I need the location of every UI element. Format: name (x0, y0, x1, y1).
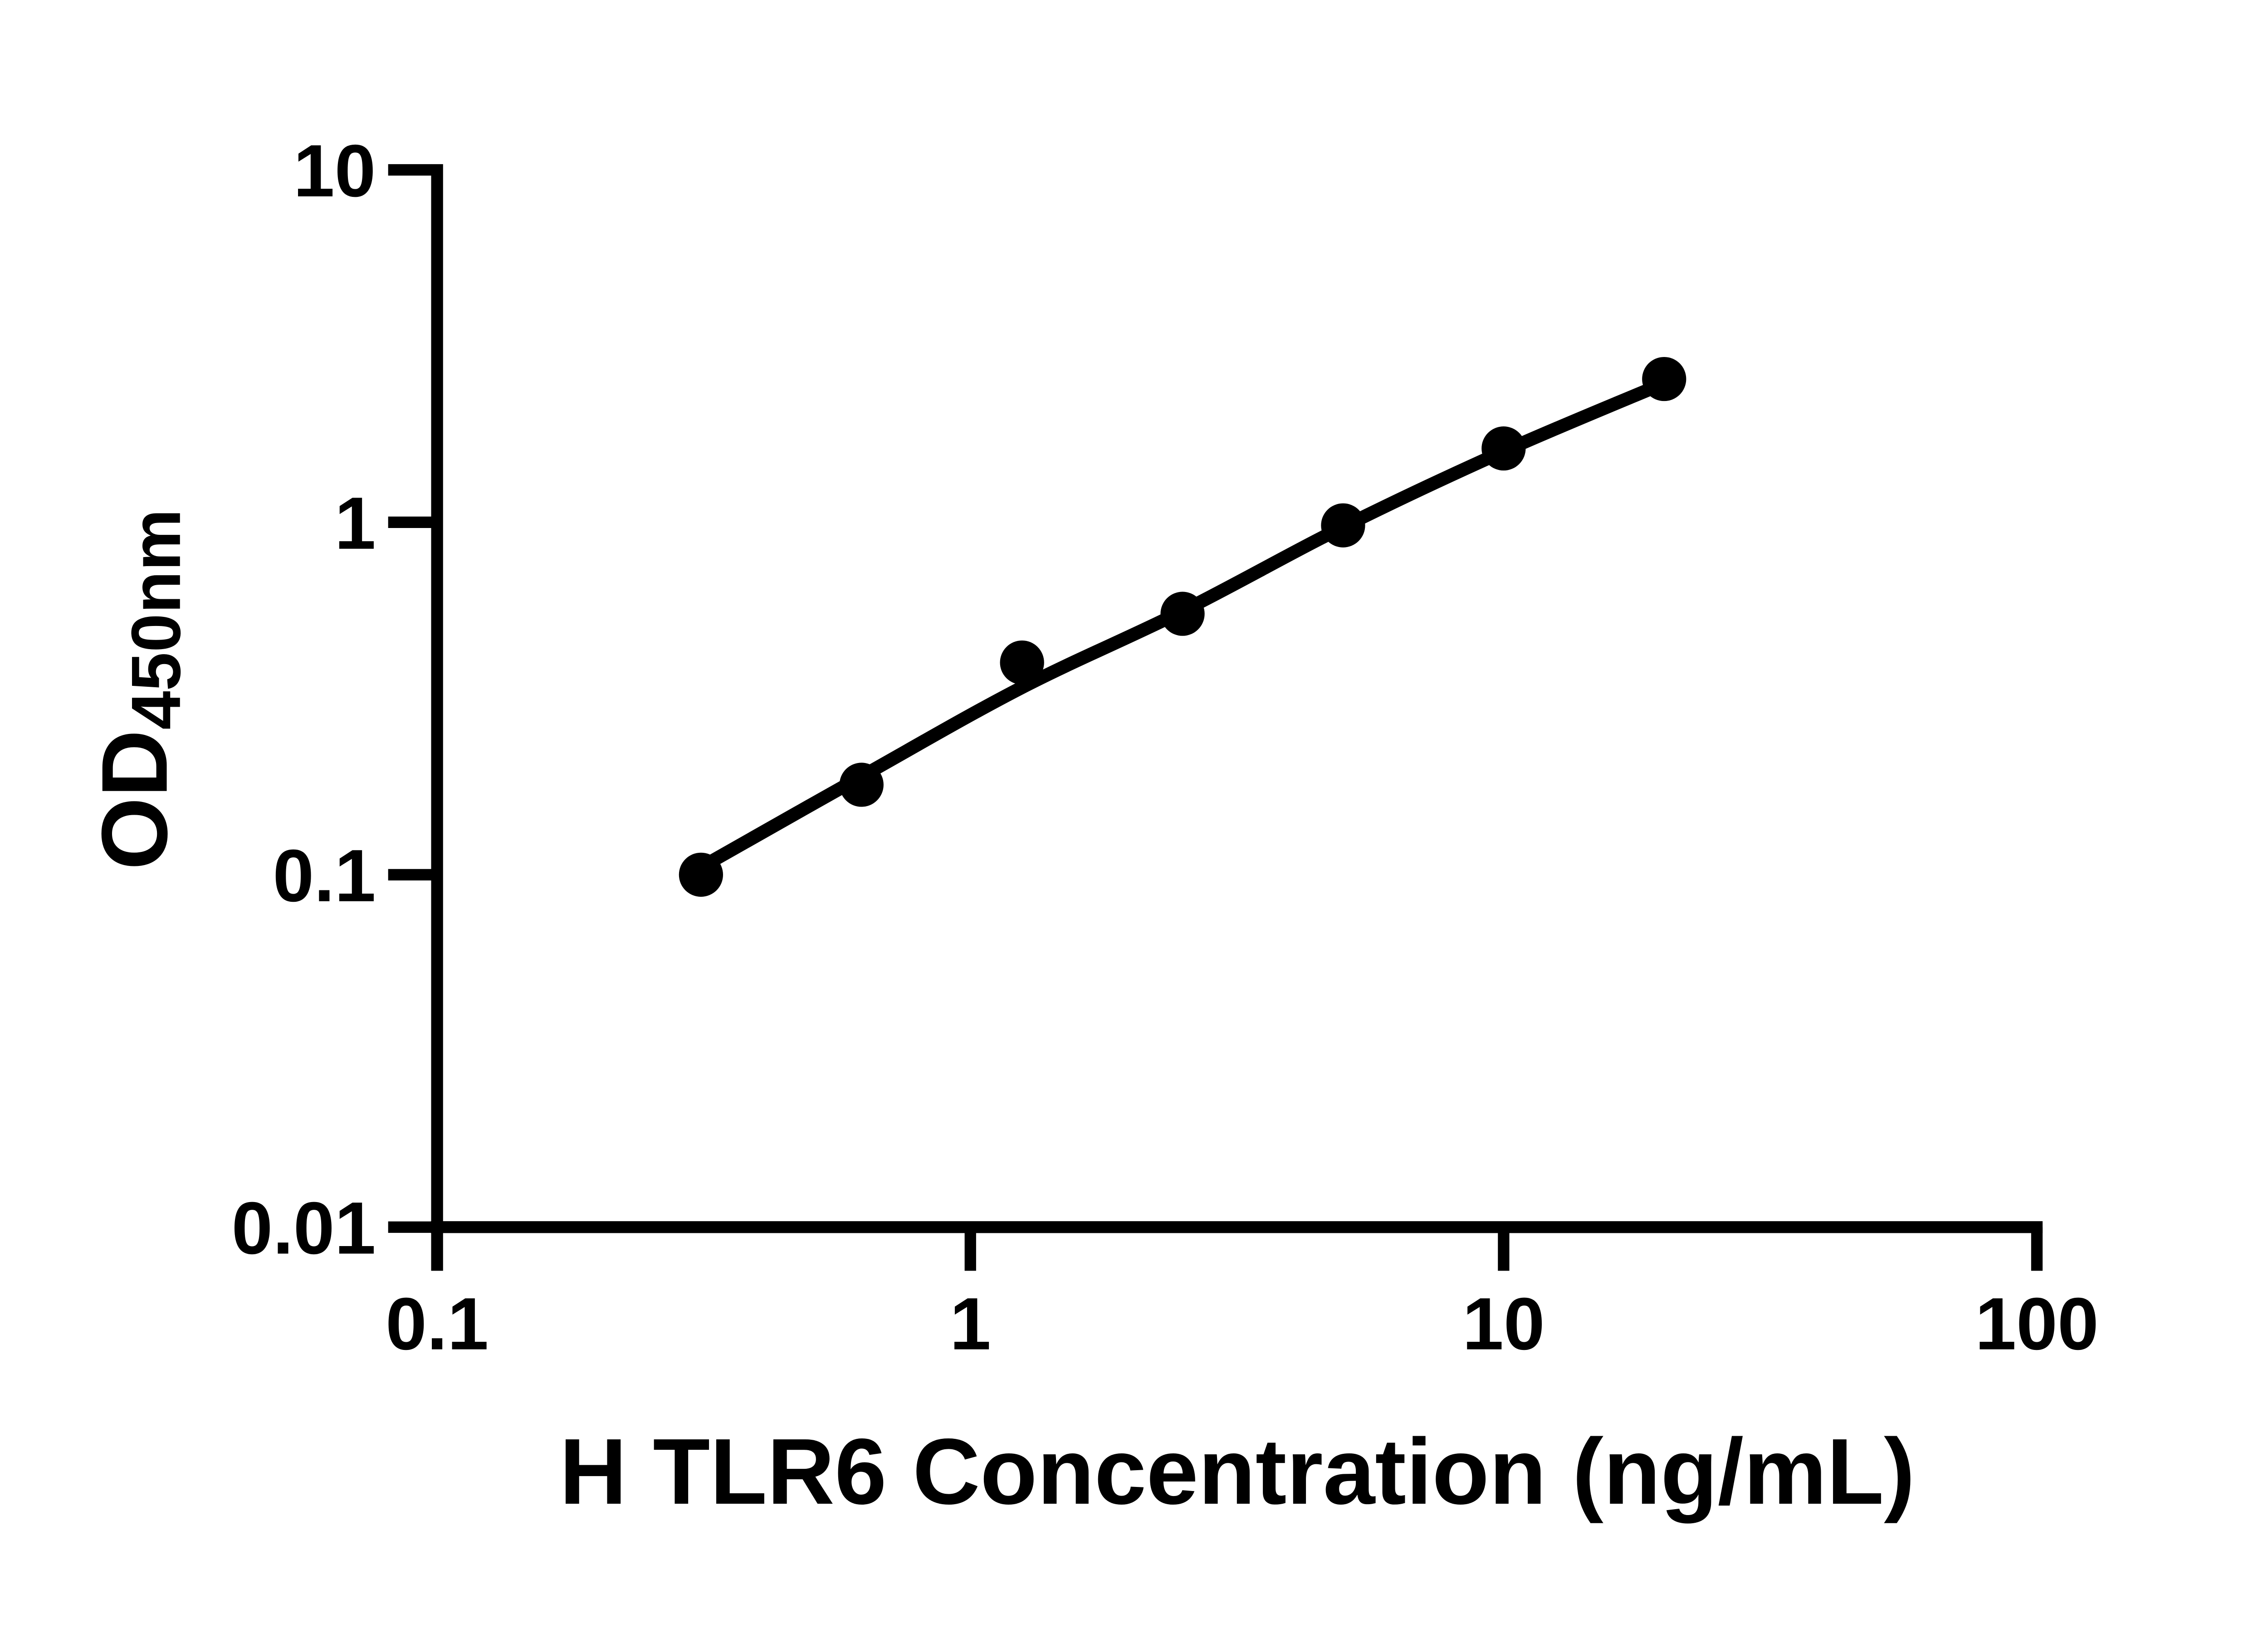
data-point-3 (1000, 640, 1044, 685)
data-point-2 (839, 763, 884, 807)
x-tick-label-100: 100 (1975, 1282, 2099, 1365)
y-tick-label-10: 10 (293, 129, 376, 212)
y-axis-title-sub: 450nm (117, 509, 195, 730)
x-axis-title: H TLR6 Concentration (ng/mL) (559, 1419, 1915, 1524)
x-tick-label-1: 1 (950, 1282, 991, 1365)
data-point-1 (679, 852, 723, 897)
data-point-4 (1160, 592, 1205, 636)
y-tick-label-0.1: 0.1 (273, 834, 376, 917)
axes-layer (431, 164, 2043, 1271)
x-tick-label-10: 10 (1462, 1282, 1545, 1365)
x-tick-label-0.1: 0.1 (386, 1282, 489, 1365)
plot-layer (679, 357, 1686, 897)
y-tick-label-1: 1 (335, 482, 376, 565)
y-axis-title: OD450nm (82, 509, 195, 870)
data-point-7 (1642, 357, 1686, 401)
y-tick-label-0.01: 0.01 (232, 1187, 376, 1270)
data-point-5 (1321, 503, 1365, 548)
y-axis-title-main: OD (82, 730, 187, 870)
data-point-6 (1481, 426, 1526, 471)
